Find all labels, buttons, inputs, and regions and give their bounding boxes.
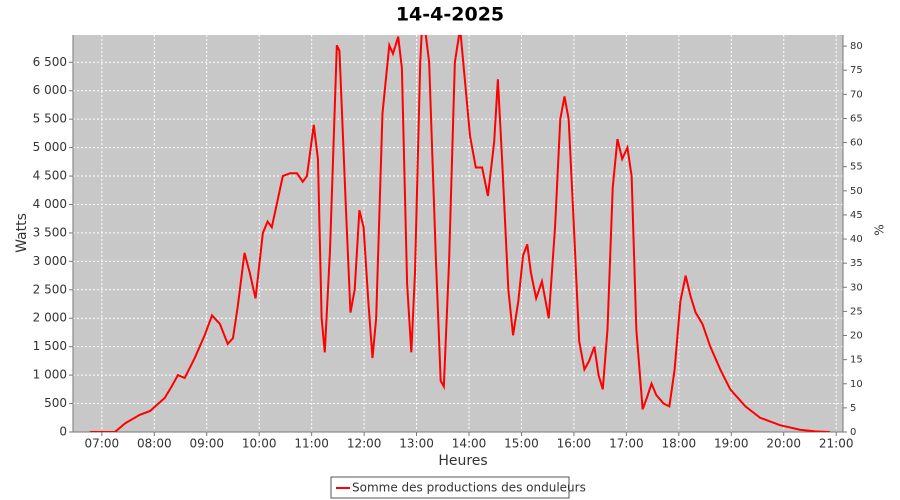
data-line <box>89 35 830 432</box>
y2-tick-label: 25 <box>850 306 863 317</box>
y-tick-label: 5 000 <box>33 140 67 154</box>
y2-tick-label: 35 <box>850 258 863 269</box>
x-tick-label: 11:00 <box>294 437 329 451</box>
y-tick-label: 2 000 <box>33 311 67 325</box>
y-tick-label: 4 000 <box>33 197 67 211</box>
y-tick-label: 0 <box>59 425 67 439</box>
x-tick-label: 19:00 <box>714 437 749 451</box>
y-tick-label: 1 500 <box>33 339 67 353</box>
y2-tick-label: 20 <box>850 331 863 342</box>
chart-title: 14-4-2025 <box>396 4 504 26</box>
y2-tick-label: 65 <box>850 113 863 124</box>
x-tick-label: 08:00 <box>137 437 172 451</box>
x-tick-label: 16:00 <box>557 437 592 451</box>
x-tick-label: 12:00 <box>347 437 382 451</box>
y2-tick-label: 40 <box>850 234 863 245</box>
y-tick-label: 6 000 <box>33 83 67 97</box>
x-tick-label: 07:00 <box>85 437 120 451</box>
y2-tick-label: 80 <box>850 41 863 52</box>
y2-tick-label: 55 <box>850 162 863 173</box>
x-tick-label: 14:00 <box>452 437 487 451</box>
y-tick-label: 3 000 <box>33 254 67 268</box>
y2-tick-label: 10 <box>850 379 863 390</box>
legend-label: Somme des productions des onduleurs <box>352 481 586 495</box>
y2-tick-label: 45 <box>850 210 863 221</box>
y-tick-label: 5 500 <box>33 112 67 126</box>
x-tick-label: 17:00 <box>609 437 644 451</box>
plot-area <box>73 35 843 432</box>
x-tick-label: 13:00 <box>399 437 434 451</box>
y-tick-label: 500 <box>44 396 67 410</box>
x-tick-label: 09:00 <box>189 437 224 451</box>
y2-tick-label: 75 <box>850 65 863 76</box>
y2-tick-label: 70 <box>850 89 863 100</box>
x-axis-label: Heures <box>438 453 487 469</box>
y2-axis-label: % <box>873 224 887 235</box>
y-tick-label: 3 500 <box>33 225 67 239</box>
x-tick-label: 15:00 <box>504 437 539 451</box>
y-axis-label: Watts <box>14 213 30 253</box>
x-tick-label: 10:00 <box>242 437 277 451</box>
y2-tick-label: 0 <box>850 427 856 438</box>
y2-tick-label: 15 <box>850 355 863 366</box>
x-tick-label: 21:00 <box>819 437 854 451</box>
y-tick-label: 2 500 <box>33 282 67 296</box>
y-tick-label: 6 500 <box>33 55 67 69</box>
legend: Somme des productions des onduleurs <box>330 476 586 499</box>
y2-tick-label: 50 <box>850 186 863 197</box>
x-tick-label: 18:00 <box>662 437 697 451</box>
y-tick-label: 4 500 <box>33 169 67 183</box>
y2-tick-label: 30 <box>850 282 863 293</box>
y-tick-label: 1 000 <box>33 368 67 382</box>
y2-tick-label: 5 <box>850 403 856 414</box>
x-tick-label: 20:00 <box>766 437 801 451</box>
legend-box <box>330 476 570 499</box>
y2-tick-label: 60 <box>850 138 863 149</box>
